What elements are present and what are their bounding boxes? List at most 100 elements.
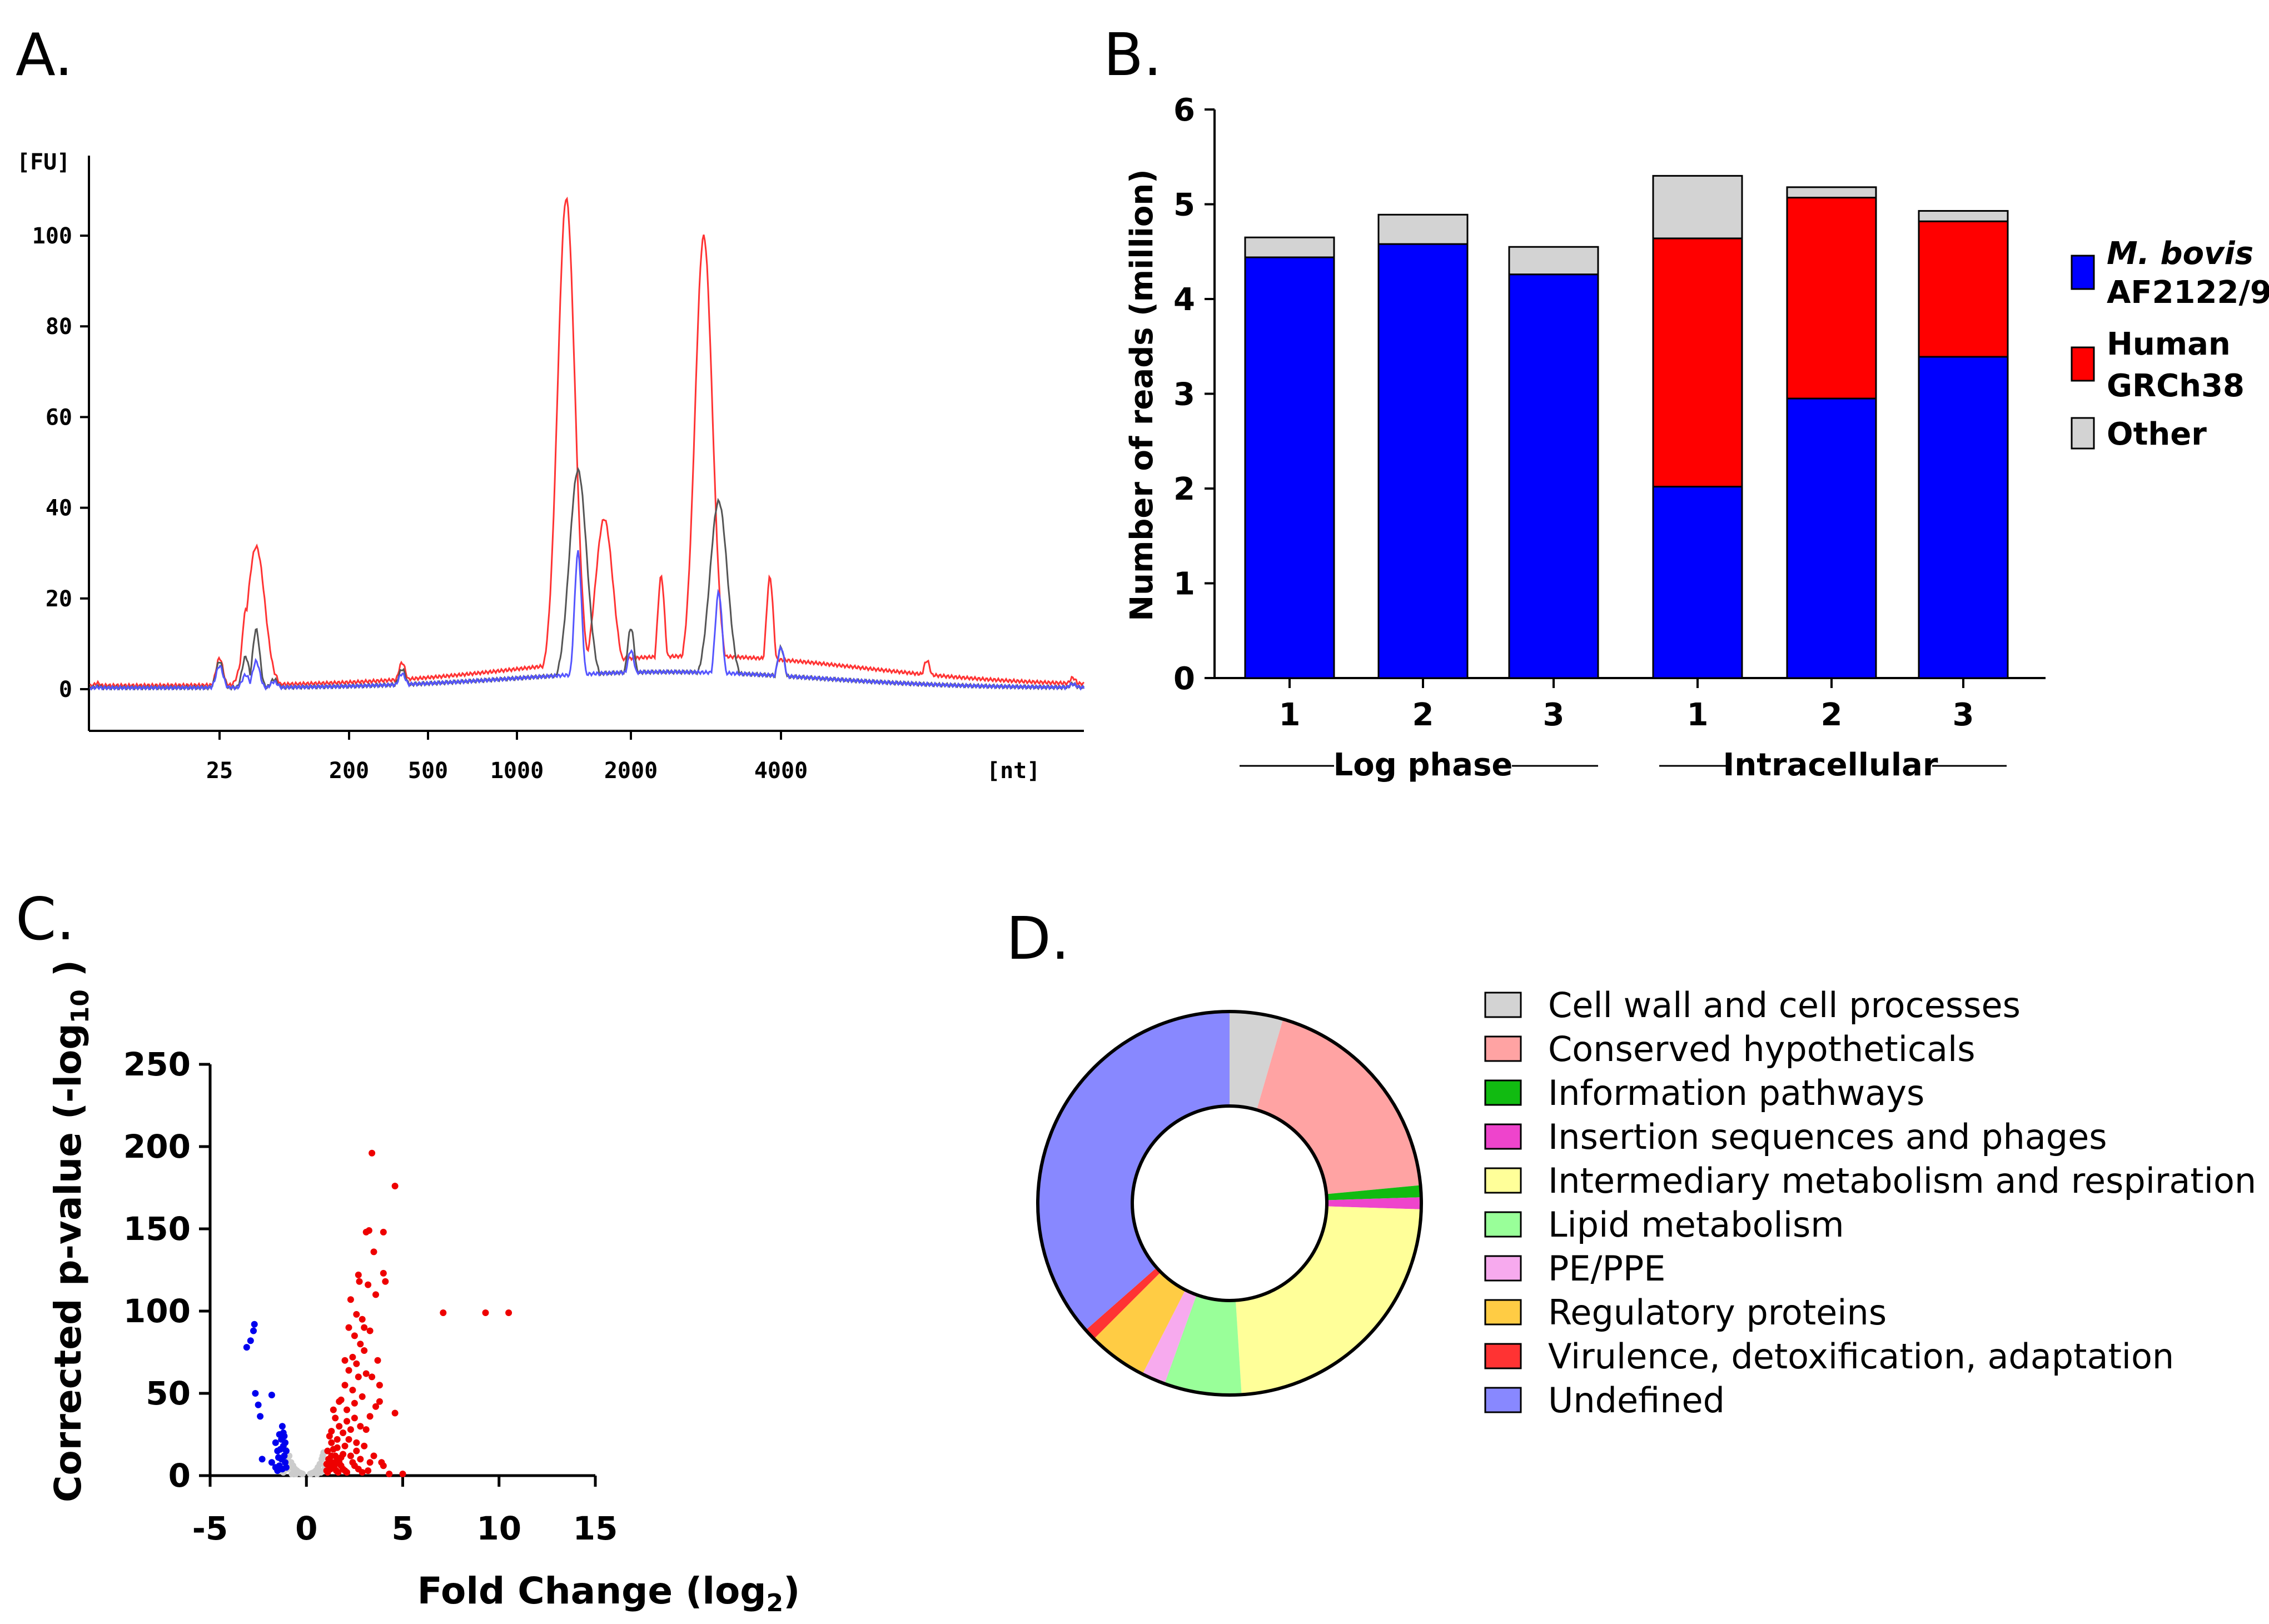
legend-swatch-human [2071, 346, 2095, 382]
panel-d-slices [1036, 1010, 1423, 1397]
bar-segment-0 [1786, 397, 1877, 679]
legend-label-other: Other [2107, 416, 2207, 452]
legend-swatch-d-0 [1484, 992, 1522, 1018]
volcano-point-1 [275, 1454, 282, 1461]
volcano-point-2 [324, 1469, 331, 1476]
legend-label-d-7: Regulatory proteins [1548, 1292, 1887, 1333]
volcano-point-2 [334, 1436, 341, 1443]
volcano-point-0 [286, 1452, 293, 1459]
legend-label-d-6: PE/PPE [1548, 1248, 1665, 1289]
panel-a-y-tick-label: 100 [32, 223, 72, 249]
volcano-point-2 [356, 1278, 363, 1285]
volcano-point-2 [341, 1357, 349, 1364]
bar-segment-2 [1786, 186, 1877, 199]
volcano-point-2 [347, 1296, 354, 1303]
panel-b-axes: 0 1 2 3 4 5 6 1 2 3 1 2 3 [1173, 92, 2046, 733]
volcano-point-2 [380, 1462, 387, 1469]
volcano-point-2 [505, 1309, 512, 1316]
volcano-point-2 [361, 1347, 368, 1354]
legend-label-mbovis-strain: AF2122/97 [2107, 275, 2269, 311]
volcano-point-2 [366, 1459, 374, 1466]
panel-c-y-tick-label: 100 [123, 1292, 191, 1330]
panel-c-x-label-close: ) [783, 1570, 800, 1612]
panel-c-x-label-main: Fold Change (log [417, 1570, 767, 1612]
panel-a-x-tick-label: 2000 [604, 758, 658, 784]
bar-segment-2 [1244, 236, 1335, 258]
volcano-point-2 [370, 1452, 377, 1459]
panel-c-x-tick-label: 5 [391, 1510, 414, 1547]
panel-a-trace-2 [89, 550, 1085, 691]
panel-c-x-axis-label: Fold Change (log2) [417, 1570, 800, 1617]
volcano-point-2 [324, 1447, 331, 1454]
legend-swatch-d-7 [1484, 1299, 1522, 1326]
volcano-point-1 [257, 1413, 264, 1420]
panel-c-y-label-sub: 10 [66, 989, 94, 1023]
panel-b-y-tick-label: 1 [1173, 566, 1195, 602]
group-label-log-phase: Log phase [1333, 747, 1513, 783]
legend-swatch-d-5 [1484, 1211, 1522, 1238]
donut-slice-3 [1326, 1197, 1421, 1209]
volcano-point-2 [359, 1316, 366, 1323]
volcano-point-2 [386, 1471, 393, 1477]
volcano-point-2 [362, 1370, 370, 1377]
legend-swatch-d-3 [1484, 1123, 1522, 1150]
panel-b-y-tick-label: 4 [1173, 282, 1195, 318]
volcano-point-2 [399, 1471, 406, 1477]
volcano-point-2 [372, 1403, 379, 1410]
legend-label-human-2: GRCh38 [2107, 368, 2245, 404]
volcano-point-2 [365, 1467, 372, 1474]
legend-swatch-d-4 [1484, 1167, 1522, 1194]
volcano-point-2 [361, 1442, 368, 1449]
bar-segment-0 [1244, 256, 1335, 679]
volcano-point-1 [282, 1439, 289, 1446]
legend-swatch-mbovis [2071, 255, 2095, 290]
panel-a-x-tick-label: 25 [206, 758, 233, 784]
volcano-point-2 [369, 1149, 376, 1157]
volcano-point-1 [272, 1439, 279, 1446]
panel-a-x-tick-label: 500 [408, 758, 448, 784]
panel-a-y-tick-label: 20 [46, 586, 72, 612]
panel-a-y-tick-label: 60 [46, 405, 72, 430]
volcano-point-1 [251, 1321, 258, 1328]
bar-segment-2 [1918, 210, 2009, 222]
panel-c-x-label-sub: 2 [767, 1589, 784, 1617]
volcano-point-1 [258, 1456, 266, 1463]
panel-c-points [243, 1149, 512, 1477]
legend-swatch-d-1 [1484, 1035, 1522, 1062]
panel-b-legend: M. bovis AF2122/97 Human GRCh38 Other [2071, 236, 2269, 452]
donut-slice-2 [1326, 1185, 1421, 1200]
panel-b-y-tick-label: 2 [1173, 471, 1195, 507]
donut-slice-1 [1256, 1019, 1421, 1194]
volcano-point-0 [319, 1452, 326, 1459]
volcano-point-2 [351, 1414, 358, 1422]
panel-b-x-tick-label: 2 [1821, 697, 1843, 733]
volcano-point-1 [250, 1327, 257, 1334]
legend-label-d-8: Virulence, detoxification, adaptation [1548, 1336, 2174, 1377]
legend-swatch-d-8 [1484, 1343, 1522, 1369]
volcano-point-2 [340, 1429, 347, 1436]
panel-b-y-tick-label: 0 [1173, 661, 1195, 697]
volcano-point-2 [328, 1428, 335, 1435]
volcano-point-2 [330, 1406, 337, 1413]
legend-swatch-d-6 [1484, 1255, 1522, 1282]
volcano-point-2 [349, 1387, 356, 1394]
legend-label-mbovis-italic: M. bovis [2107, 236, 2253, 272]
volcano-point-2 [366, 1413, 374, 1420]
volcano-point-2 [374, 1357, 381, 1364]
panel-b-bars [1244, 175, 2009, 679]
volcano-point-2 [341, 1382, 349, 1389]
volcano-point-2 [349, 1353, 356, 1361]
volcano-point-1 [247, 1337, 254, 1344]
panel-a-x-unit: [nt] [987, 758, 1040, 784]
volcano-point-2 [369, 1373, 376, 1381]
panel-c-y-tick-label: 0 [168, 1457, 191, 1495]
legend-label-d-0: Cell wall and cell processes [1548, 985, 2021, 1025]
volcano-point-2 [355, 1271, 362, 1278]
bar-segment-2 [1652, 175, 1743, 240]
panel-a-x-tick-label: 200 [329, 758, 369, 784]
volcano-point-0 [299, 1471, 306, 1477]
volcano-point-2 [353, 1439, 360, 1446]
